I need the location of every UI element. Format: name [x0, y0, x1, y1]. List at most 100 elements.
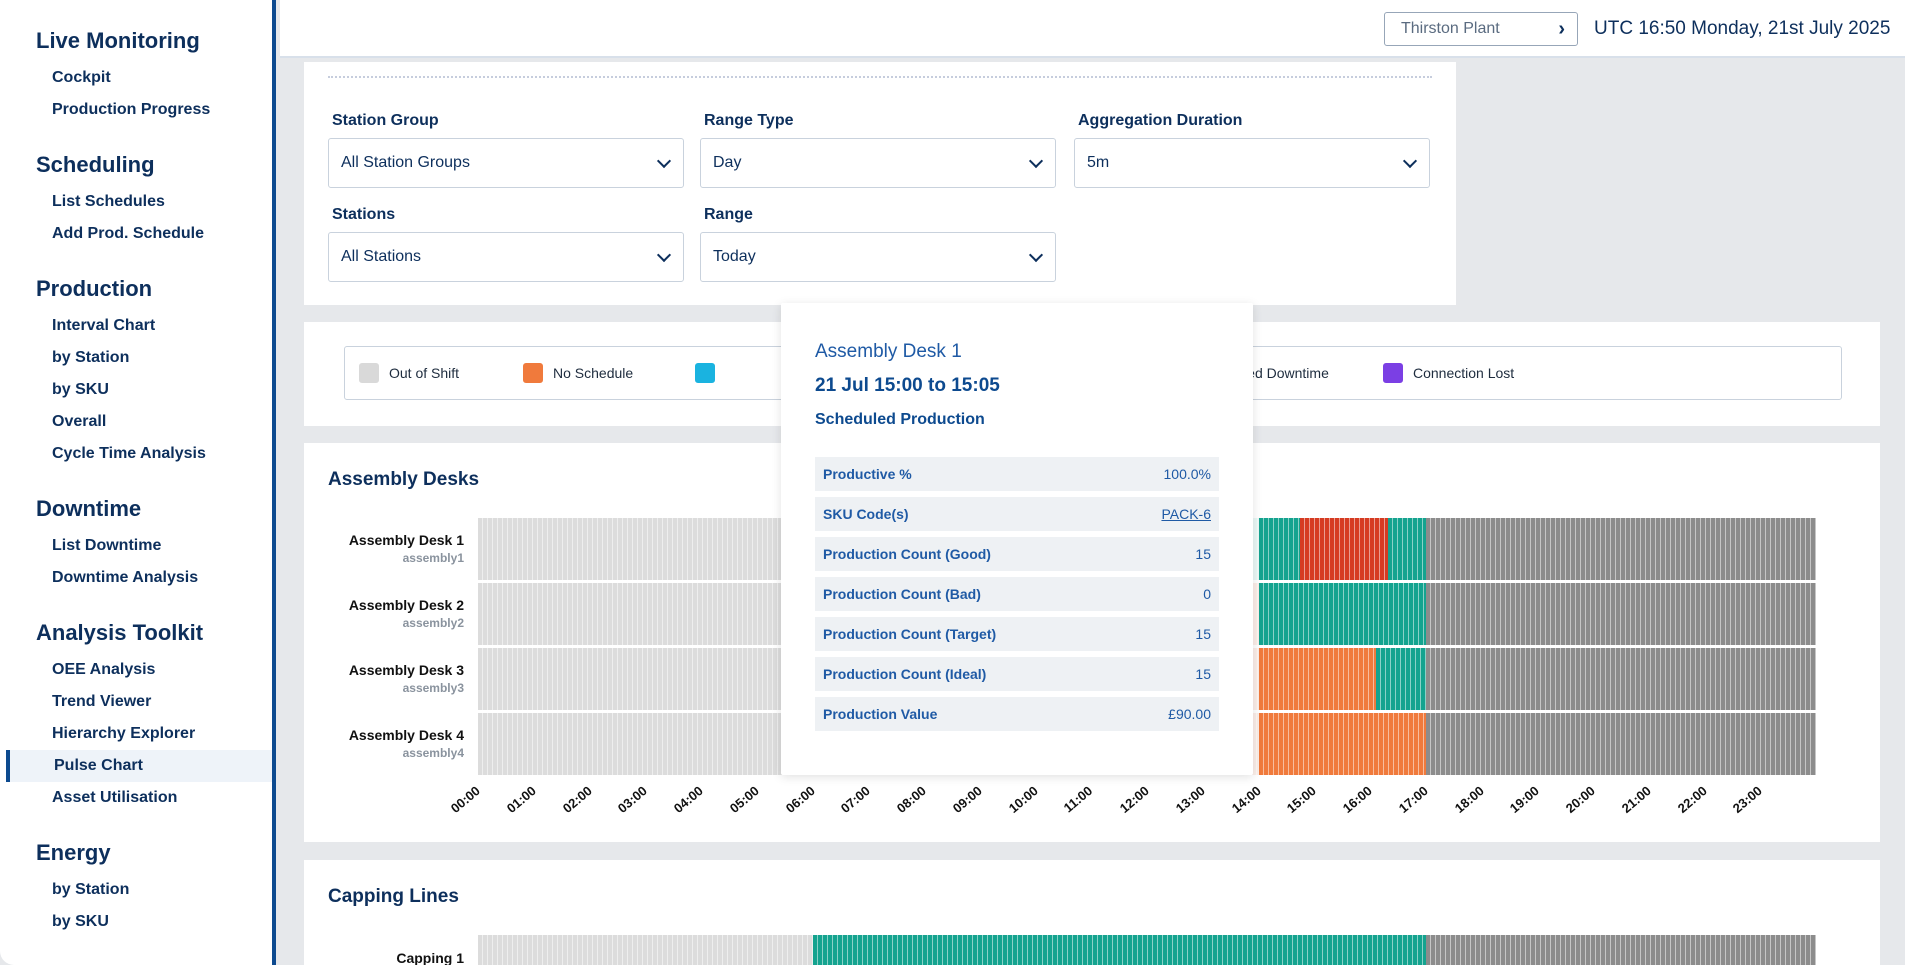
tooltip-row: Production Value £90.00: [815, 697, 1219, 731]
x-tick-label: 10:00: [1005, 783, 1041, 816]
pulse-row[interactable]: [478, 935, 1816, 965]
sidebar-item-by-sku[interactable]: by SKU: [52, 913, 109, 930]
x-tick-label: 16:00: [1339, 783, 1375, 816]
sidebar-item-by-station[interactable]: by Station: [52, 349, 130, 366]
sidebar-section-scheduling: Scheduling: [36, 152, 155, 177]
tooltip-row-value: 15: [1195, 666, 1211, 682]
range-type-label: Range Type: [704, 112, 794, 129]
legend-label: No Schedule: [553, 365, 634, 381]
sidebar-item-list-downtime[interactable]: List Downtime: [52, 537, 162, 554]
tooltip-row-label: SKU Code(s): [823, 506, 909, 522]
tooltip-row-label: Production Count (Target): [823, 626, 997, 642]
tooltip-row-value: 100.0%: [1163, 466, 1211, 482]
row-label: Assembly Desk 4 assembly4: [324, 727, 464, 760]
x-tick-label: 20:00: [1562, 783, 1598, 816]
sidebar-item-oee-analysis[interactable]: OEE Analysis: [52, 661, 156, 678]
sku-link[interactable]: PACK-6: [1161, 506, 1211, 522]
row-label: Assembly Desk 2 assembly2: [324, 597, 464, 630]
station-group-value: All Station Groups: [341, 154, 470, 171]
station-id: assembly3: [402, 681, 464, 695]
range-select[interactable]: Today: [700, 232, 1056, 282]
sidebar-item-hierarchy-explorer[interactable]: Hierarchy Explorer: [52, 725, 196, 742]
x-tick-label: 12:00: [1116, 783, 1152, 816]
sidebar-section-live-monitoring: Live Monitoring: [36, 28, 200, 53]
chevron-down-icon: [1028, 153, 1044, 169]
tooltip-row-value: 15: [1195, 546, 1211, 562]
sidebar-item-add-prod-schedule[interactable]: Add Prod. Schedule: [52, 225, 205, 242]
tooltip-station: Assembly Desk 1: [815, 341, 962, 362]
station-id: assembly4: [402, 746, 464, 760]
pulse-segment: [478, 713, 813, 775]
sidebar-item-interval-chart[interactable]: Interval Chart: [52, 317, 156, 334]
x-tick-label: 15:00: [1284, 783, 1320, 816]
sidebar-item-list-schedules[interactable]: List Schedules: [52, 193, 165, 210]
x-tick-label: 03:00: [615, 783, 651, 816]
sidebar-item-overall[interactable]: Overall: [52, 413, 107, 430]
range-type-value: Day: [713, 154, 742, 171]
x-tick-label: 08:00: [893, 783, 929, 816]
pulse-segment: [1425, 713, 1816, 775]
pulse-segment: [478, 518, 813, 580]
sidebar: Live Monitoring Cockpit Production Progres…: [0, 0, 276, 965]
range-type-select[interactable]: Day: [700, 138, 1056, 188]
station-id: assembly2: [402, 616, 464, 630]
legend-swatch: [695, 363, 715, 383]
chevron-down-icon: [656, 153, 672, 169]
tooltip-row: Production Count (Bad) 0: [815, 577, 1219, 611]
legend-label: Connection Lost: [1413, 365, 1515, 381]
top-bar: [280, 0, 1905, 58]
sidebar-item-production-progress[interactable]: Production Progress: [52, 101, 211, 118]
legend-swatch: [359, 363, 379, 383]
station-group-select[interactable]: All Station Groups: [328, 138, 684, 188]
plant-selector[interactable]: Thirston Plant ›: [1384, 12, 1578, 46]
pulse-segment: [812, 935, 1426, 965]
pulse-segment: [478, 583, 813, 645]
legend-item: No Schedule: [523, 363, 633, 383]
station-group-label: Station Group: [332, 112, 439, 129]
station-name: Assembly Desk 3: [348, 662, 464, 678]
stations-value: All Stations: [341, 248, 422, 265]
station-name: Assembly Desk 2: [348, 597, 464, 613]
sidebar-item-downtime-analysis[interactable]: Downtime Analysis: [52, 569, 199, 586]
sidebar-item-asset-utilisation[interactable]: Asset Utilisation: [52, 789, 178, 806]
filters-card: Station Group All Station Groups Range T…: [304, 62, 1456, 305]
sidebar-section-analysis-toolkit: Analysis Toolkit: [36, 620, 204, 645]
station-name: Assembly Desk 1: [348, 532, 464, 548]
x-tick-label: 23:00: [1730, 783, 1766, 816]
stations-select[interactable]: All Stations: [328, 232, 684, 282]
aggregation-select[interactable]: 5m: [1074, 138, 1430, 188]
sidebar-section-production: Production: [36, 276, 153, 301]
sidebar-section-downtime: Downtime: [36, 496, 142, 521]
x-tick-label: 14:00: [1228, 783, 1264, 816]
plant-name: Thirston Plant: [1401, 20, 1500, 37]
x-tick-label: 19:00: [1507, 783, 1543, 816]
x-tick-label: 07:00: [838, 783, 874, 816]
pulse-tooltip: Assembly Desk 1 21 Jul 15:00 to 15:05 Sc…: [781, 303, 1253, 775]
tooltip-row: Production Count (Good) 15: [815, 537, 1219, 571]
station-id: assembly1: [402, 551, 464, 565]
tooltip-row-label: Production Value: [823, 706, 938, 722]
row-label: Assembly Desk 1 assembly1: [324, 532, 464, 565]
sidebar-item-cockpit[interactable]: Cockpit: [52, 69, 111, 86]
tooltip-row: Production Count (Ideal) 15: [815, 657, 1219, 691]
pulse-segment: [1425, 583, 1816, 645]
tooltip-row: SKU Code(s) PACK-6: [815, 497, 1219, 531]
tooltip-status: Scheduled Production: [815, 411, 985, 428]
range-value: Today: [713, 248, 756, 265]
x-tick-label: 06:00: [782, 783, 818, 816]
sidebar-item-trend-viewer[interactable]: Trend Viewer: [52, 693, 152, 710]
x-tick-label: 02:00: [559, 783, 595, 816]
clock: UTC 16:50 Monday, 21st July 2025: [1594, 18, 1891, 39]
capping-chart-card: Capping Lines Capping 1: [304, 860, 1880, 965]
sidebar-item-by-sku[interactable]: by SKU: [52, 381, 109, 398]
tooltip-row-value: 0: [1203, 586, 1211, 602]
x-tick-label: 09:00: [949, 783, 985, 816]
pulse-segment: [1258, 713, 1426, 775]
sidebar-item-pulse-chart[interactable]: Pulse Chart: [6, 750, 272, 782]
sidebar-item-by-station[interactable]: by Station: [52, 881, 130, 898]
assembly-chart-title: Assembly Desks: [328, 469, 480, 490]
pulse-segment: [1425, 648, 1816, 710]
station-name: Assembly Desk 4: [348, 727, 464, 743]
sidebar-item-cycle-time-analysis[interactable]: Cycle Time Analysis: [52, 445, 206, 462]
tooltip-row-label: Production Count (Bad): [823, 586, 981, 602]
